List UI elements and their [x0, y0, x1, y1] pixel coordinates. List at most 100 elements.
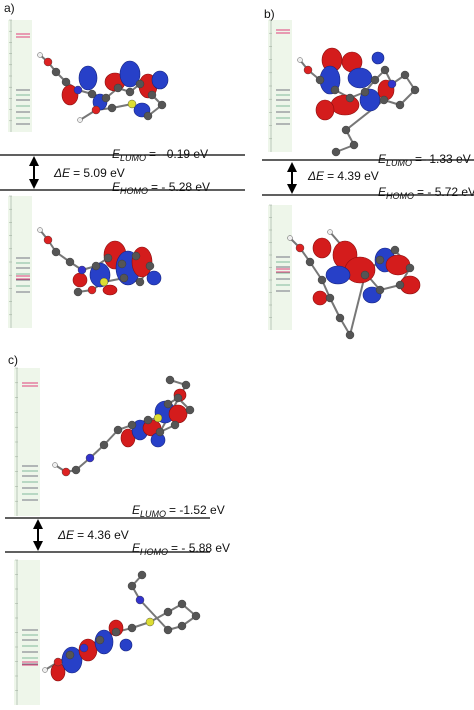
orbital-lobe: [312, 237, 332, 259]
atom: [387, 79, 397, 89]
layer: [8, 19, 421, 705]
atom: [390, 245, 400, 255]
orbital-lobe: [315, 99, 335, 121]
atom: [73, 85, 83, 95]
atom: [125, 87, 135, 97]
atom: [111, 627, 121, 637]
atom: [37, 227, 43, 233]
atom: [91, 261, 101, 271]
gap-energy: ΔE = 4.39 eV: [307, 169, 379, 183]
atom: [297, 57, 303, 63]
gap-energy: ΔE = 5.09 eV: [53, 166, 125, 180]
atom: [77, 117, 83, 123]
atom: [163, 607, 173, 617]
lumo-energy: ELUMO = -1.52 eV: [132, 503, 225, 519]
bond: [139, 599, 169, 631]
atom: [143, 111, 153, 121]
atom: [37, 52, 43, 58]
atom: [375, 255, 385, 265]
orbital-lobe: [330, 94, 360, 116]
atom: [131, 251, 141, 261]
atom: [317, 275, 327, 285]
atom: [137, 570, 147, 580]
atom: [380, 65, 390, 75]
atom: [65, 257, 75, 267]
atom: [410, 85, 420, 95]
atom: [360, 87, 370, 97]
atom: [331, 147, 341, 157]
atom: [87, 285, 97, 295]
atom: [185, 405, 195, 415]
atom: [85, 453, 95, 463]
atom: [95, 635, 105, 645]
panel-label: a): [4, 1, 15, 15]
orbital-lobe: [371, 51, 385, 65]
atom: [303, 65, 313, 75]
atom: [61, 467, 71, 477]
atom: [99, 440, 109, 450]
atom: [77, 265, 87, 275]
atom: [71, 465, 81, 475]
homo-energy: EHOMO = - 5.72 eV: [378, 185, 474, 201]
atom: [127, 99, 137, 109]
atom: [170, 420, 180, 430]
atom: [370, 75, 380, 85]
atom: [145, 617, 155, 627]
atom: [103, 253, 113, 263]
atom: [360, 270, 370, 280]
lumo-energy: ELUMO = -1.33 eV: [378, 152, 471, 168]
panel-label: b): [264, 7, 275, 21]
atom: [349, 140, 359, 150]
atom: [119, 273, 129, 283]
atom: [113, 425, 123, 435]
orbital-lobe: [347, 67, 373, 89]
atom: [379, 95, 389, 105]
atom: [43, 57, 53, 67]
atom: [87, 89, 97, 99]
atom: [113, 83, 123, 93]
level-strip: [14, 368, 40, 516]
atom: [127, 623, 137, 633]
atom: [173, 393, 183, 403]
atom: [147, 90, 157, 100]
atom: [157, 100, 167, 110]
atom: [73, 287, 83, 297]
atom: [117, 259, 127, 269]
atom: [163, 625, 173, 635]
panel-label: c): [8, 353, 18, 367]
orbital-lobe: [385, 254, 411, 276]
orbital-lobe: [119, 60, 141, 88]
atom: [107, 103, 117, 113]
atom: [127, 581, 137, 591]
atom: [51, 67, 61, 77]
atom: [181, 380, 191, 390]
atom: [51, 247, 61, 257]
homo-energy: EHOMO = - 5.88 eV: [132, 541, 230, 557]
orbital-lobe: [168, 404, 188, 424]
homo-energy: EHOMO = - 5.28 eV: [112, 180, 210, 196]
atom: [53, 657, 63, 667]
atom: [135, 79, 145, 89]
atom: [127, 420, 137, 430]
atom: [65, 650, 75, 660]
atom: [395, 100, 405, 110]
atom: [79, 643, 89, 653]
atom: [177, 599, 187, 609]
bond: [349, 274, 366, 336]
atom: [295, 243, 305, 253]
orbital-lobe: [102, 284, 118, 296]
atom: [99, 277, 109, 287]
atom: [345, 330, 355, 340]
atom: [163, 399, 173, 409]
orbital-lobe: [72, 272, 88, 288]
orbital-lobe: [146, 270, 162, 286]
atom: [43, 235, 53, 245]
atom: [135, 595, 145, 605]
atom: [345, 93, 355, 103]
atom: [42, 667, 48, 673]
atom: [143, 415, 153, 425]
orbital-lobe: [151, 70, 169, 90]
atom: [155, 427, 165, 437]
atom: [191, 611, 201, 621]
